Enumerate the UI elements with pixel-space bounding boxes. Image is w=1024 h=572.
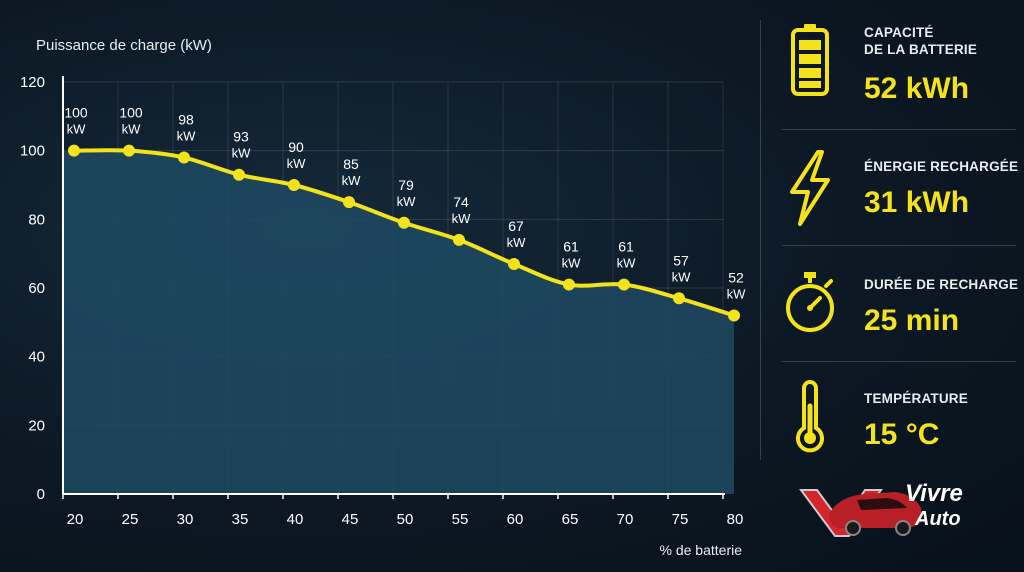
y-tick-label: 80 <box>28 211 45 228</box>
data-label-unit: kW <box>727 286 747 301</box>
data-label-unit: kW <box>672 269 692 284</box>
data-label-value: 52 <box>728 269 744 285</box>
y-tick-label: 120 <box>20 74 45 91</box>
data-label-unit: kW <box>177 129 197 144</box>
x-tick-label: 25 <box>122 511 139 528</box>
x-tick-label: 35 <box>232 511 249 528</box>
y-tick-label: 100 <box>20 143 45 160</box>
data-label-unit: kW <box>122 122 142 137</box>
data-label-value: 100 <box>119 105 143 121</box>
data-point <box>343 196 355 209</box>
data-point <box>453 233 465 246</box>
stat-label: DURÉE DE RECHARGE <box>864 277 1019 292</box>
data-point <box>563 278 575 291</box>
stat-label: CAPACITÉ DE LA BATTERIE <box>864 25 978 57</box>
data-label-unit: kW <box>562 256 582 271</box>
data-label-unit: kW <box>232 146 252 161</box>
x-tick-label: 20 <box>67 511 84 528</box>
data-point <box>178 151 190 164</box>
x-tick-label: 60 <box>507 511 524 528</box>
data-label-value: 67 <box>508 218 524 234</box>
panel-divider <box>760 20 761 460</box>
data-label-unit: kW <box>287 156 307 171</box>
x-tick-label: 50 <box>397 511 414 528</box>
data-label-value: 85 <box>343 156 359 172</box>
data-label-unit: kW <box>507 235 527 250</box>
data-label-value: 61 <box>563 239 579 255</box>
stat-temperature: TEMPÉRATURE 15 °C <box>760 362 1024 478</box>
x-tick-label: 40 <box>287 511 304 528</box>
data-label-value: 98 <box>178 112 194 128</box>
data-point <box>673 292 685 305</box>
data-label-value: 79 <box>398 177 414 193</box>
data-point <box>288 179 300 191</box>
data-label-unit: kW <box>452 211 472 226</box>
data-point <box>728 309 740 322</box>
x-tick-label: 75 <box>672 511 689 528</box>
stopwatch-icon <box>786 272 834 332</box>
x-tick-label: 55 <box>452 511 469 528</box>
stat-charge-duration: DURÉE DE RECHARGE 25 min <box>760 246 1024 362</box>
logo-line2: Auto <box>915 508 961 530</box>
stat-label: ÉNERGIE RECHARGÉE <box>864 159 1019 174</box>
data-label-value: 93 <box>233 129 249 145</box>
data-label-unit: kW <box>342 173 362 188</box>
y-tick-label: 40 <box>28 349 45 366</box>
data-point <box>123 144 135 157</box>
data-point <box>618 278 630 291</box>
stat-value: 31 kWh <box>864 186 970 219</box>
stat-value: 15 °C <box>864 418 940 451</box>
x-tick-label: 80 <box>727 511 744 528</box>
data-label-unit: kW <box>67 122 87 137</box>
stat-energy-recharged: ÉNERGIE RECHARGÉE 31 kWh <box>760 130 1024 246</box>
stat-value: 25 min <box>864 304 960 337</box>
x-tick-label: 70 <box>617 511 634 528</box>
data-label-value: 100 <box>64 105 88 121</box>
data-label-value: 74 <box>453 194 469 210</box>
vivre-auto-logo: Vivre Auto <box>795 470 995 542</box>
stat-label: TEMPÉRATURE <box>864 391 968 406</box>
x-tick-label: 30 <box>177 511 194 528</box>
battery-icon <box>791 24 829 96</box>
y-tick-label: 20 <box>28 417 45 434</box>
data-point <box>398 216 410 229</box>
data-point <box>233 168 245 181</box>
thermometer-icon <box>796 380 824 453</box>
y-tick-label: 0 <box>37 486 45 503</box>
lightning-icon <box>790 150 830 226</box>
stats-panel: CAPACITÉ DE LA BATTERIE 52 kWh ÉNERGIE R… <box>760 0 1024 572</box>
data-label-unit: kW <box>617 256 637 271</box>
data-label-unit: kW <box>397 194 417 209</box>
logo-line1: Vivre <box>905 480 963 507</box>
stat-battery-capacity: CAPACITÉ DE LA BATTERIE 52 kWh <box>760 14 1024 130</box>
data-label-value: 61 <box>618 239 634 255</box>
car-logo-icon <box>799 489 921 537</box>
y-tick-label: 60 <box>28 280 45 297</box>
x-tick-label: 45 <box>342 511 359 528</box>
stat-value: 52 kWh <box>864 72 970 105</box>
data-point <box>508 257 520 270</box>
data-label-value: 90 <box>288 139 304 155</box>
chart-area-fill <box>63 150 734 494</box>
data-label-value: 57 <box>673 252 689 268</box>
x-tick-label: 65 <box>562 511 579 528</box>
y-axis-label: Puissance de charge (kW) <box>36 37 212 54</box>
data-point <box>68 144 80 157</box>
x-axis-label: % de batterie <box>660 542 743 558</box>
